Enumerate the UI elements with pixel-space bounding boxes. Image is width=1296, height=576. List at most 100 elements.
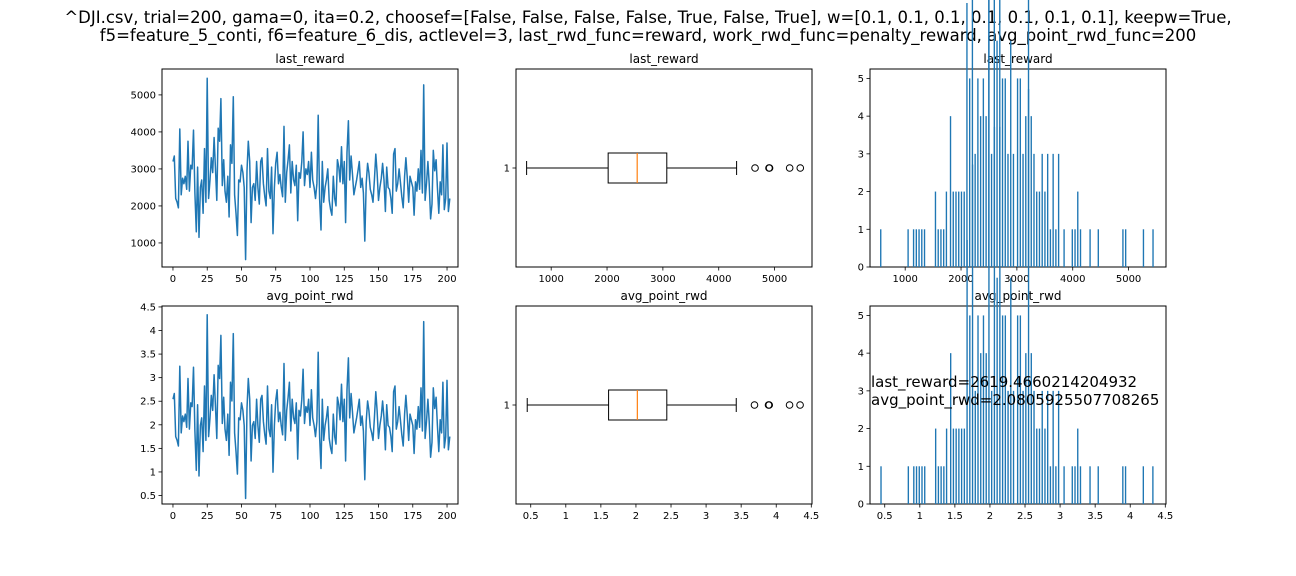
panel-4-outlier-2 bbox=[765, 401, 774, 409]
panel-4-xtick-label-0: 0.5 bbox=[523, 511, 539, 522]
panel-5-hist-bar-93 bbox=[1007, 390, 1009, 504]
panel-5-hist-bar-144 bbox=[1077, 428, 1079, 504]
panel-2-hist-bar-199 bbox=[1152, 229, 1154, 267]
panel-5-hist-bar-46 bbox=[943, 466, 945, 504]
panel-5-title: avg_point_rwd bbox=[974, 289, 1061, 303]
panel-5-ytick-label-4: 4 bbox=[858, 349, 864, 360]
panel-5-hist-bar-118 bbox=[1041, 390, 1043, 504]
panel-2-ytick-label-4: 4 bbox=[858, 112, 864, 123]
panel-2-hist-bar-142 bbox=[1074, 229, 1076, 267]
panel-2-hist-bar-61 bbox=[963, 191, 965, 267]
panel-5-hist-bar-79 bbox=[988, 0, 990, 505]
panel-4-title: avg_point_rwd bbox=[620, 289, 707, 303]
panel-5-hist-bar-142 bbox=[1074, 466, 1076, 504]
panel-0-title: last_reward bbox=[275, 52, 344, 66]
panel-5-hist-bar-106 bbox=[1025, 353, 1027, 504]
panel-2-ytick-label-1: 1 bbox=[858, 225, 864, 236]
panel-2-hist-bar-44 bbox=[940, 229, 942, 267]
panel-5-hist-bar-114 bbox=[1036, 428, 1038, 504]
panel-4-outlier-3 bbox=[785, 401, 794, 409]
panel-5-hist-bar-65 bbox=[969, 315, 971, 504]
panel-2-hist-bar-46 bbox=[942, 229, 945, 267]
panel-1-outlier-0 bbox=[751, 164, 759, 172]
panel-5-hist-bar-199 bbox=[1152, 466, 1154, 504]
panel-5-hist-bar-91 bbox=[1004, 315, 1007, 504]
panel-2-hist-bar-93 bbox=[1007, 153, 1009, 267]
panel-5-hist-bar-71 bbox=[977, 315, 979, 504]
panel-5-hist-bar-48 bbox=[945, 428, 948, 504]
panel-2-hist-bar-69 bbox=[974, 153, 976, 267]
panel-5-hist-bar-108 bbox=[1027, 89, 1030, 505]
panel-5-hist-bar-95 bbox=[1010, 277, 1012, 504]
panel-2-ytick-label-0: 0 bbox=[858, 263, 864, 274]
panel-2-hist-bar-81 bbox=[990, 153, 993, 267]
panel-5-hist-bar-73 bbox=[980, 353, 982, 504]
panel-5-hist-bar-42 bbox=[937, 466, 940, 504]
panel-2-hist-bar-20 bbox=[907, 229, 909, 267]
panel-5-hist-bar-28 bbox=[918, 466, 920, 504]
panel-5-hist-bar-179 bbox=[1124, 466, 1127, 504]
panel-5-hist-bar-83 bbox=[993, 126, 996, 504]
panel-4-xtick-label-3: 2 bbox=[633, 511, 639, 522]
panel-2-hist-bar-102 bbox=[1019, 78, 1021, 267]
panel-2-hist-bar-51 bbox=[949, 116, 952, 268]
panel-3-xtick-label-0: 0 bbox=[170, 511, 176, 522]
panel-4-xtick-label-7: 4 bbox=[773, 511, 779, 522]
panel-5-hist-bar-97 bbox=[1012, 390, 1015, 504]
panel-3-xtick-label-7: 175 bbox=[403, 511, 422, 522]
panel-5-hist-bar-128 bbox=[1055, 466, 1057, 504]
panel-5-ytick-label-3: 3 bbox=[858, 386, 864, 397]
panel-5-ytick-label-2: 2 bbox=[858, 424, 864, 435]
panel-2-hist-bar-130 bbox=[1057, 153, 1060, 267]
panel-5-hist-bar-0 bbox=[880, 466, 882, 504]
panel-2-hist-bar-59 bbox=[960, 191, 963, 267]
panel-0-ytick-label-1: 2000 bbox=[131, 201, 156, 212]
panel-2-hist-bar-0 bbox=[880, 229, 882, 267]
panel-2-hist-bar-177 bbox=[1122, 229, 1124, 267]
panel-5-hist-bar-24 bbox=[913, 466, 915, 504]
panel-5-hist-bar-122 bbox=[1047, 390, 1049, 504]
panel-5-hist-bar-32 bbox=[924, 466, 926, 504]
panel-2-xtick-label-0: 1000 bbox=[892, 274, 917, 285]
panel-1-title: last_reward bbox=[629, 52, 698, 66]
panel-2-hist-bar-55 bbox=[955, 191, 957, 267]
panel-2-hist-bar-100 bbox=[1016, 78, 1019, 267]
figure-suptitle-line-1: ^DJI.csv, trial=200, gama=0, ita=0.2, ch… bbox=[64, 8, 1232, 27]
panel-2-hist-bar-57 bbox=[958, 191, 960, 267]
panel-5-hist-bar-40 bbox=[934, 428, 937, 504]
panel-2-title: last_reward bbox=[983, 52, 1052, 66]
panel-4-xtick-label-2: 1.5 bbox=[593, 511, 609, 522]
panel-5-hist-bar-159 bbox=[1097, 466, 1099, 504]
panel-2-hist-bar-95 bbox=[1010, 40, 1012, 267]
panel-5-ytick-label-0: 0 bbox=[858, 500, 864, 511]
panel-2-hist-bar-116 bbox=[1038, 191, 1041, 267]
panel-5-hist-bar-110 bbox=[1030, 353, 1032, 504]
panel-2-hist-bar-122 bbox=[1046, 153, 1049, 267]
panel-2-hist-bar-48 bbox=[945, 191, 948, 267]
panel-5-hist-bar-81 bbox=[990, 390, 993, 504]
panel-4-xtick-label-4: 2.5 bbox=[663, 511, 679, 522]
panel-2-hist-bar-89 bbox=[1001, 78, 1004, 267]
panel-5-ytick-label-1: 1 bbox=[858, 462, 864, 473]
panel-5-hist-bar-126 bbox=[1052, 390, 1054, 504]
panel-3-xtick-label-6: 150 bbox=[369, 511, 388, 522]
panel-0-ytick-label-0: 1000 bbox=[131, 238, 156, 249]
panel-4-outlier-0 bbox=[750, 401, 759, 409]
panel-2-ytick-label-2: 2 bbox=[858, 187, 864, 198]
panel-5-xtick-label-1: 1 bbox=[917, 511, 923, 522]
panel-0-xtick-label-5: 125 bbox=[335, 274, 354, 285]
panel-2-xtick-label-2: 3000 bbox=[1004, 274, 1029, 285]
panel-2-hist-bar-75 bbox=[982, 78, 985, 267]
panel-3-series-line bbox=[172, 314, 451, 500]
panel-2-hist-bar-126 bbox=[1052, 153, 1054, 267]
panel-5-xtick-label-6: 3.5 bbox=[1087, 511, 1103, 522]
panel-5-hist-bar-69 bbox=[974, 390, 976, 504]
panel-5-hist-bar-53 bbox=[952, 428, 955, 504]
panel-5-xtick-label-4: 2.5 bbox=[1017, 511, 1033, 522]
panel-0-xtick-label-4: 100 bbox=[300, 274, 319, 285]
panel-5-hist-bar-77 bbox=[985, 353, 987, 504]
panel-0-xtick-label-6: 150 bbox=[369, 274, 388, 285]
panel-2-hist-bar-106 bbox=[1025, 116, 1027, 268]
panel-2-hist-bar-153 bbox=[1089, 229, 1091, 267]
